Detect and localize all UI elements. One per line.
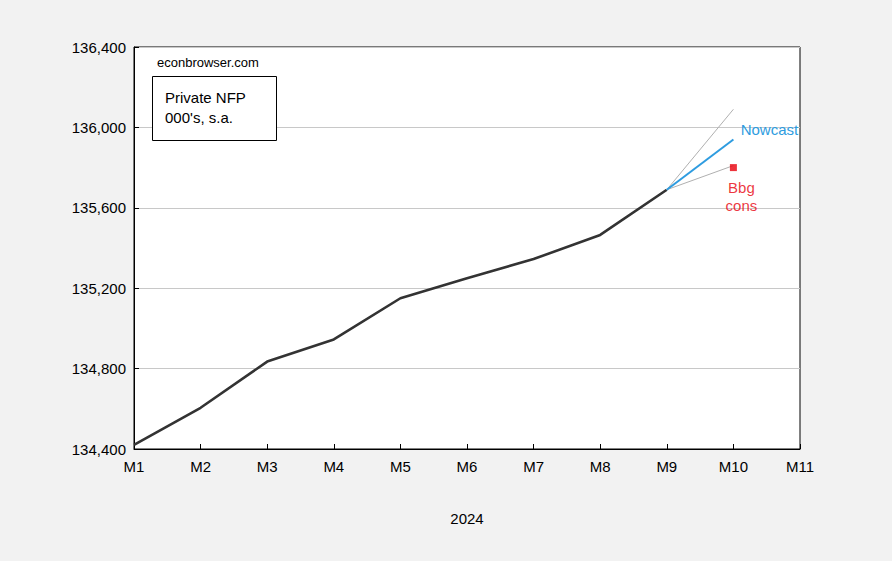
svg-text:M4: M4 [323,458,344,475]
svg-text:M11: M11 [786,458,814,475]
svg-text:M10: M10 [719,458,748,475]
svg-text:cons: cons [726,197,758,214]
svg-text:M7: M7 [523,458,544,475]
svg-text:136,400: 136,400 [72,39,126,56]
svg-text:M1: M1 [124,458,145,475]
svg-text:econbrowser.com: econbrowser.com [157,55,259,70]
svg-text:M5: M5 [390,458,411,475]
svg-text:Nowcast: Nowcast [741,121,799,138]
svg-text:M6: M6 [457,458,478,475]
svg-text:Private NFP: Private NFP [165,89,246,106]
svg-text:134,800: 134,800 [72,360,126,377]
svg-text:135,200: 135,200 [72,280,126,297]
svg-text:M8: M8 [590,458,611,475]
svg-text:M9: M9 [656,458,677,475]
svg-text:Bbg: Bbg [728,179,755,196]
svg-text:000's, s.a.: 000's, s.a. [165,109,233,126]
svg-text:136,000: 136,000 [72,119,126,136]
svg-text:2024: 2024 [450,510,483,527]
svg-text:134,400: 134,400 [72,441,126,458]
svg-text:M3: M3 [257,458,278,475]
svg-text:M2: M2 [190,458,211,475]
svg-text:135,600: 135,600 [72,199,126,216]
